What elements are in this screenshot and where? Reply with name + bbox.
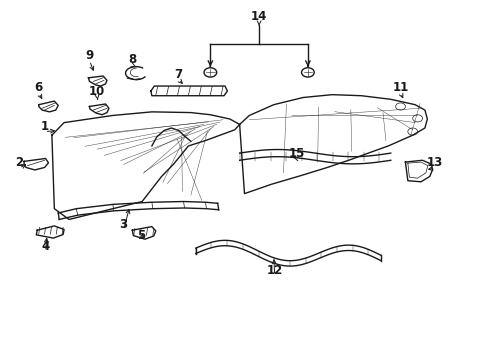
Text: 4: 4 — [41, 240, 50, 253]
Text: 15: 15 — [288, 147, 305, 159]
Text: 5: 5 — [137, 229, 145, 242]
Text: 11: 11 — [391, 81, 408, 94]
Text: 6: 6 — [35, 81, 43, 94]
Text: 9: 9 — [85, 49, 93, 62]
Text: 13: 13 — [426, 156, 442, 169]
Text: 7: 7 — [174, 68, 183, 81]
Text: 14: 14 — [250, 10, 267, 23]
Text: 1: 1 — [41, 120, 48, 133]
Text: 2: 2 — [15, 156, 23, 169]
Text: 10: 10 — [89, 85, 105, 98]
Text: 8: 8 — [128, 53, 136, 66]
Text: 12: 12 — [266, 264, 282, 277]
Text: 3: 3 — [119, 218, 127, 231]
